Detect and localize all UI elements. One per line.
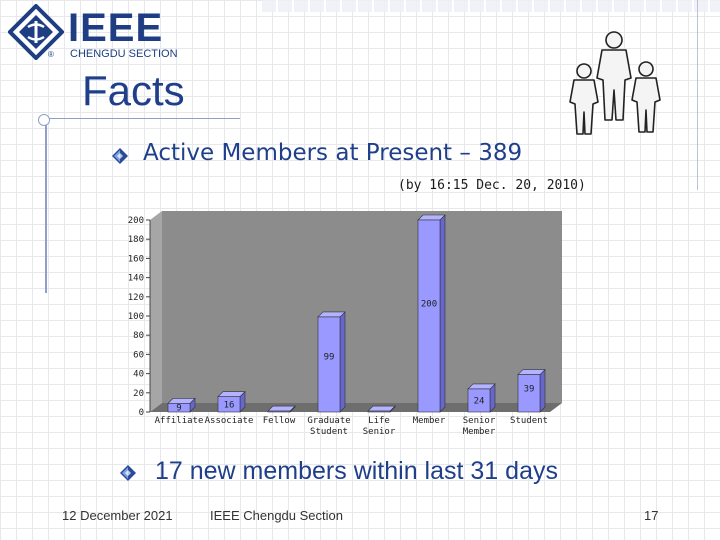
bar-top [217, 391, 246, 397]
x-tick-label: Associate [205, 416, 254, 426]
x-tick-label: Senior [463, 416, 496, 426]
bar-value-label: 200 [421, 299, 437, 309]
bar [417, 219, 441, 413]
bar-top [517, 369, 546, 375]
x-tick-label: Senior [363, 427, 396, 437]
ieee-logo: IEEE CHENGDU SECTION ® [8, 4, 178, 60]
y-tick-label: 40 [133, 370, 144, 380]
logo-subtitle: CHENGDU SECTION [70, 48, 178, 60]
x-tick-label: Life [368, 416, 390, 426]
timestamp-note: (by 16:15 Dec. 20, 2010) [398, 178, 586, 193]
y-tick-label: 200 [128, 216, 144, 226]
bar-side [339, 311, 346, 413]
bar-top [367, 405, 396, 412]
bullet-new-members: 17 new members within last 31 days [155, 457, 558, 485]
title-underline [40, 118, 240, 119]
bar [517, 374, 541, 413]
logo-wordmark: IEEE [68, 6, 164, 50]
bar-top [417, 214, 446, 221]
top-decoration-band [262, 0, 720, 12]
footer-date: 12 December 2021 [62, 508, 173, 523]
chart-side-wall [150, 211, 162, 412]
y-tick-label: 0 [139, 408, 144, 418]
diamond-bullet-icon [120, 465, 136, 481]
diamond-bullet-icon [112, 148, 128, 164]
bar-value-label: 9 [176, 404, 181, 414]
bar-top [317, 311, 346, 318]
bullet-active-members: Active Members at Present – 389 [143, 140, 523, 166]
y-tick-label: 100 [128, 312, 144, 322]
bar-top [167, 398, 196, 404]
page-number: 17 [644, 508, 659, 523]
x-tick-label: Member [413, 416, 446, 426]
y-tick-label: 140 [128, 274, 144, 284]
footer-organization: IEEE Chengdu Section [210, 508, 343, 523]
bar [367, 410, 391, 413]
y-tick-label: 20 [133, 389, 144, 399]
y-tick-label: 60 [133, 350, 144, 360]
bar-side [439, 214, 446, 413]
bar-value-label: 24 [474, 396, 485, 406]
right-decoration-line [697, 0, 698, 190]
bar-side [539, 368, 546, 413]
bar-value-label: 99 [324, 353, 335, 363]
left-decoration-line [45, 115, 47, 293]
chart-plot-area [162, 211, 562, 403]
x-tick-label: Student [510, 416, 548, 426]
bar [167, 403, 191, 413]
decoration-circle [38, 114, 50, 126]
bar-top [267, 405, 296, 412]
slide-title: Facts [82, 67, 185, 114]
bar [317, 316, 341, 413]
x-tick-label: Fellow [263, 416, 296, 426]
x-tick-label: Graduate [307, 416, 350, 426]
people-icon [569, 31, 661, 135]
y-tick-label: 120 [128, 293, 144, 303]
x-tick-label: Student [310, 427, 348, 437]
x-tick-label: Member [463, 427, 496, 437]
bar-value-label: 16 [224, 400, 235, 410]
bar [267, 410, 291, 413]
bar [217, 396, 241, 413]
members-bar-chart: 0 20 40 60 80 100 120 140 160 180 200 9 Affiliate 16 A… [128, 211, 562, 437]
ieee-diamond-icon [8, 4, 64, 60]
y-tick-label: 180 [128, 235, 144, 245]
bar [467, 388, 491, 413]
bar-top [467, 383, 496, 390]
y-tick-label: 80 [133, 331, 144, 341]
logo-registered-mark: ® [48, 50, 54, 59]
chart-floor [150, 403, 562, 412]
bar-value-label: 39 [524, 384, 535, 394]
x-tick-label: Affiliate [155, 416, 204, 426]
y-tick-label: 160 [128, 254, 144, 264]
